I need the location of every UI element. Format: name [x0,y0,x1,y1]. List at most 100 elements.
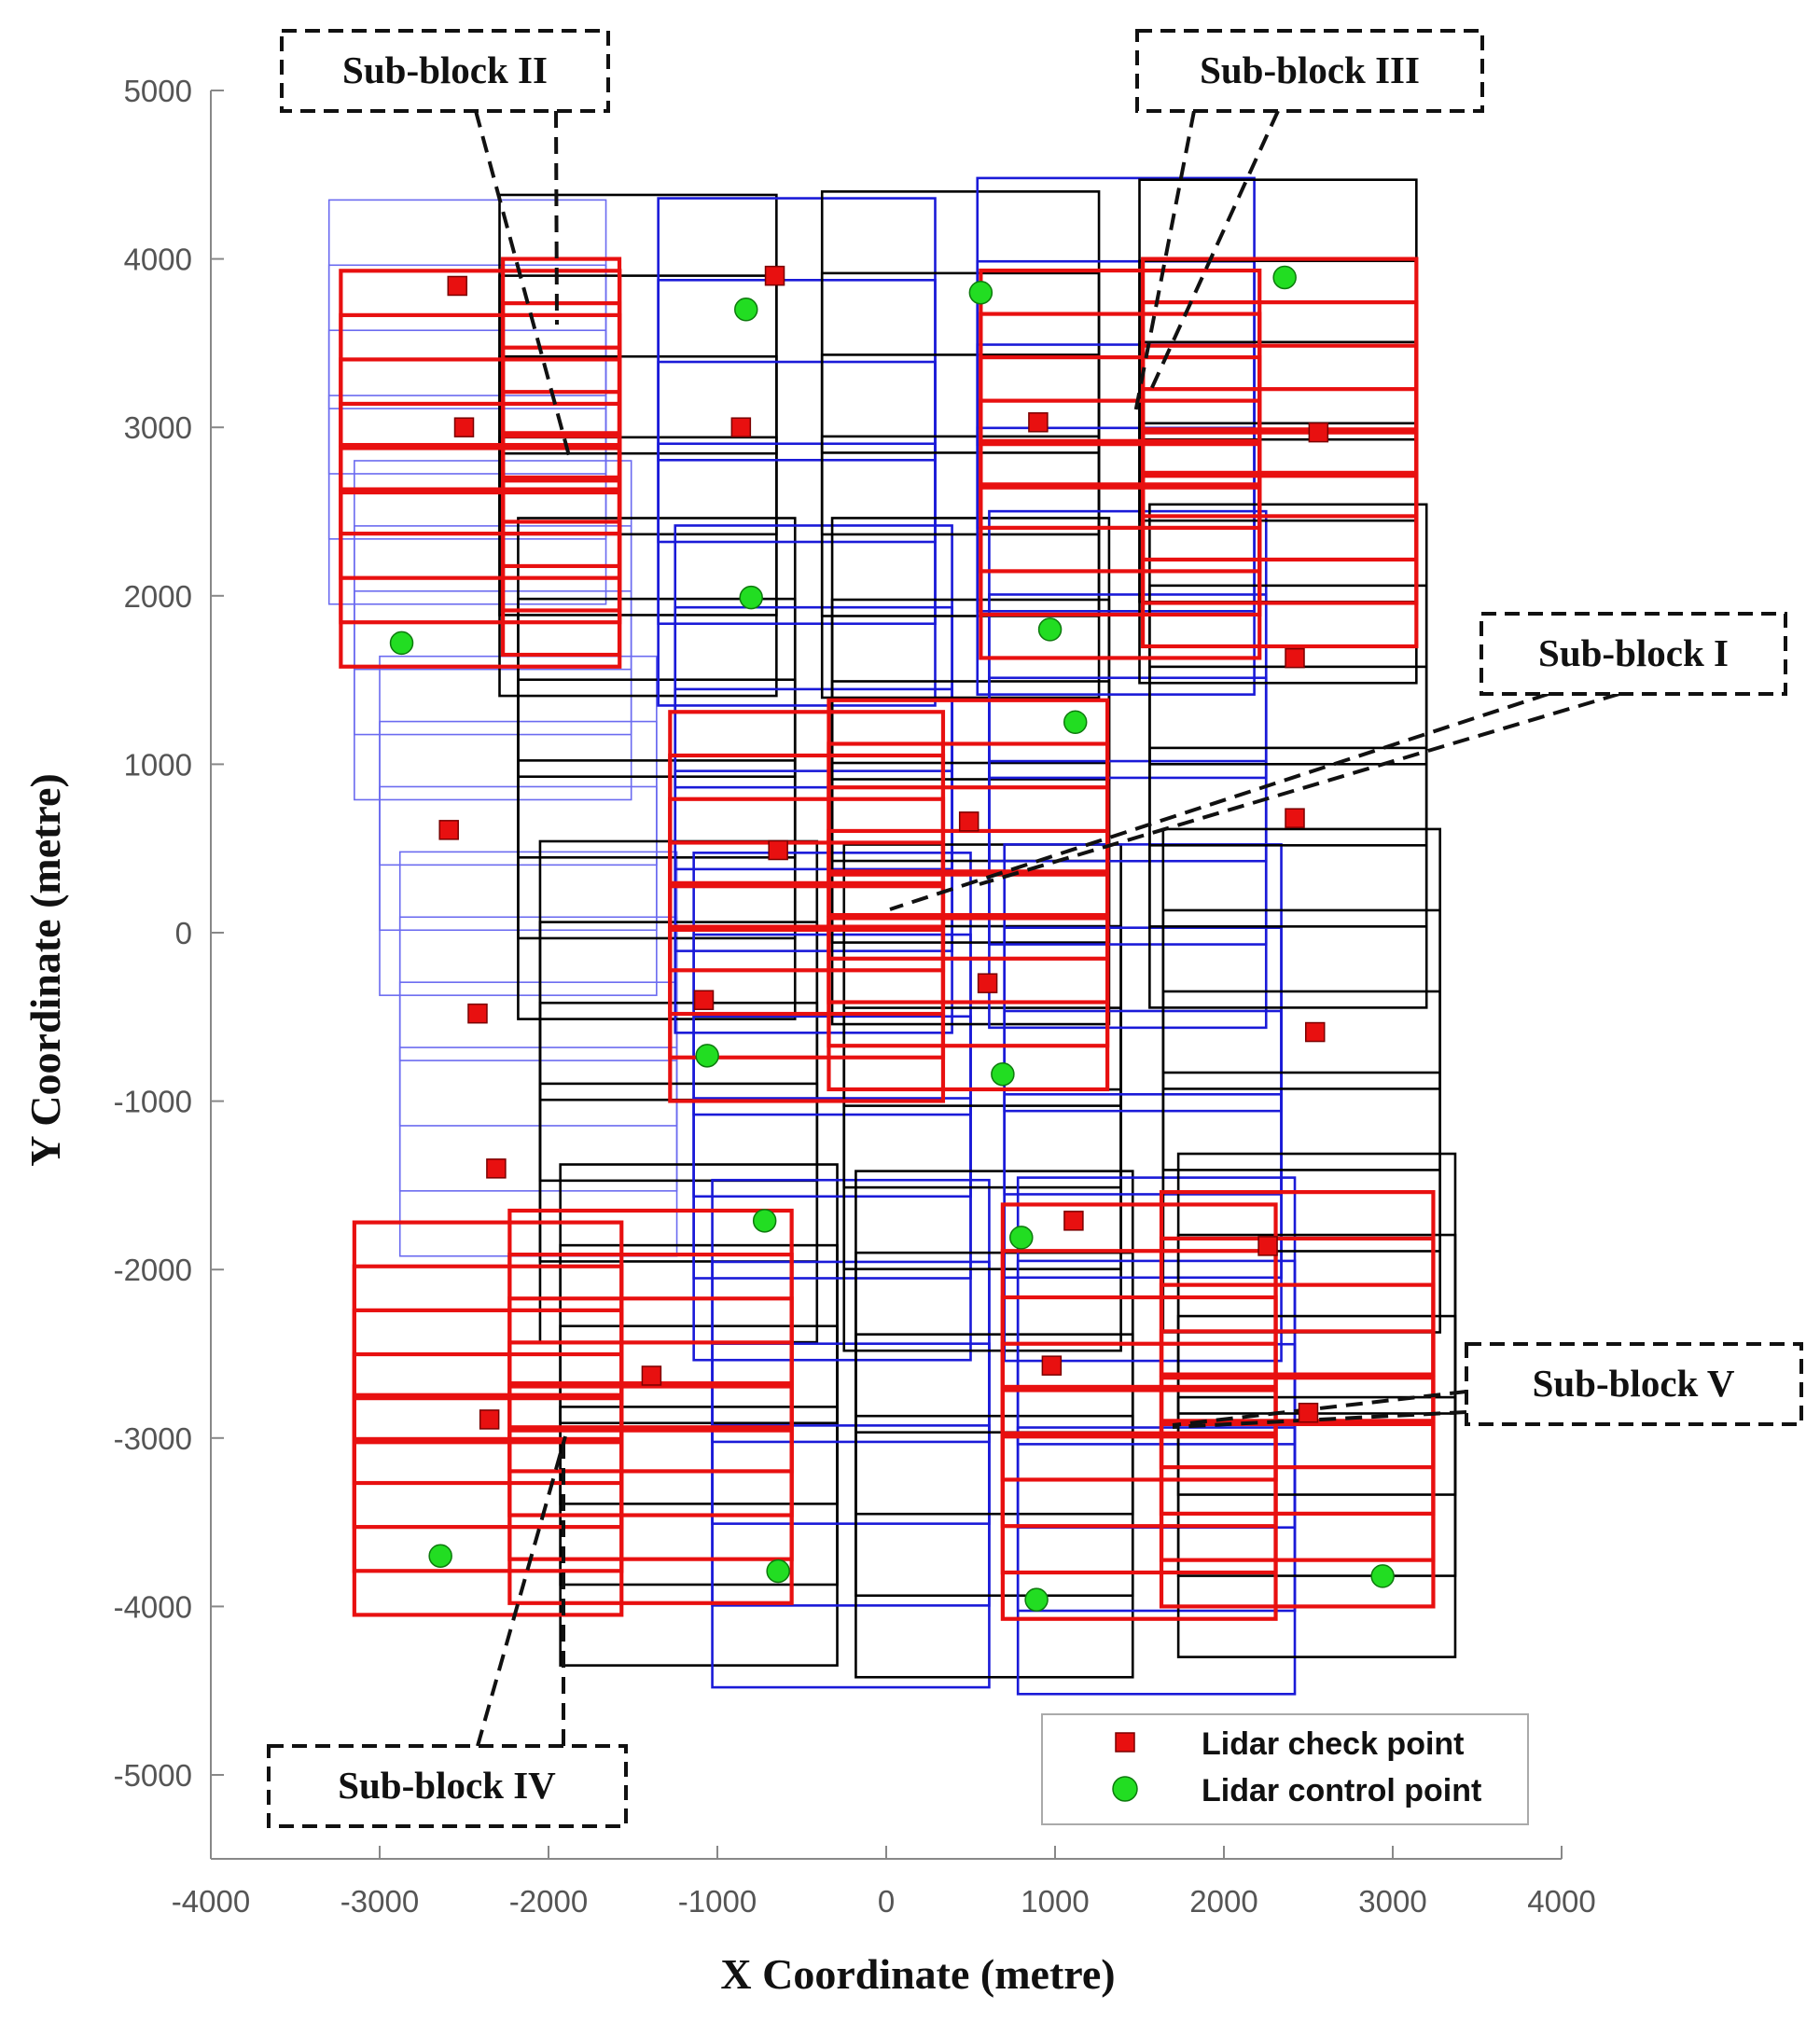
control-point-marker [752,1209,777,1233]
strip-frame [674,769,953,1034]
sub-block-frame [1141,474,1419,649]
strip-frame [327,395,607,605]
lidar-points [389,265,1395,1612]
sub-block-II-leader [474,110,573,464]
legend-control-point-label: Lidar control point [1202,1773,1481,1808]
check-point-marker [768,839,788,861]
control-point-marker [389,630,414,656]
sub-block-III-box [1135,29,1484,113]
control-point-marker [1063,710,1088,734]
sub-block-frame [507,1428,794,1605]
sub-blocks [339,256,1436,1621]
sub-block-IV-label: Sub-block IV [338,1764,556,1807]
lidar-check-point-series [438,265,1329,1430]
sub-block-frame [1000,1434,1278,1621]
check-point-marker [1285,647,1305,669]
check-point-marker [486,1158,507,1179]
sub-block-IV-box [267,1744,628,1828]
check-point-marker [1041,1355,1063,1376]
control-point-marker [428,1544,452,1568]
check-point-marker [764,265,785,286]
x-tick-label: 1000 [1021,1884,1089,1919]
y-tick-label: -5000 [114,1758,192,1793]
sub-block-IV-callout: Sub-block IV [267,1744,628,1828]
control-point-marker [734,298,758,322]
sub-block-V-frames [1000,1190,1436,1621]
control-point-marker [1370,1564,1395,1588]
control-point-marker [968,280,993,305]
x-tick-label: -4000 [172,1884,250,1919]
strip-frame [854,1414,1134,1679]
check-point-marker [641,1365,662,1386]
check-point-marker [438,820,459,840]
strip-frame [988,759,1268,1030]
control-point-marker [739,585,763,610]
y-tick-label: 4000 [124,242,192,277]
axis-ticks: -4000 -3000 -2000 -1000 0 1000 2000 3000 4000 500… [114,74,1596,1919]
sub-block-II-label: Sub-block II [342,48,548,91]
y-tick-label: -2000 [114,1253,192,1287]
strip-frame [559,1406,839,1667]
strip-frame [517,759,797,1020]
sub-block-frame [827,916,1110,1092]
sub-block-I-leader [889,692,1549,911]
check-point-marker [1308,422,1329,443]
legend: Lidar check point Lidar control point [1041,1713,1529,1825]
sub-block-II-box [280,29,610,113]
sub-block-V-box [1465,1342,1803,1426]
sub-block-III-frames [979,256,1419,660]
x-tick-label: 2000 [1189,1884,1257,1919]
sub-block-leader-lines [474,110,1620,1747]
x-tick-label: 0 [878,1884,895,1919]
sub-block-I-leader [979,692,1620,886]
y-tick-label: -1000 [114,1085,192,1119]
check-point-marker [693,990,715,1010]
y-tick-label: 3000 [124,410,192,445]
legend-control-point-marker [1112,1776,1138,1802]
sub-block-V-callout: Sub-block V [1465,1342,1803,1426]
strip-frame [711,1424,991,1689]
sub-block-frame [979,485,1262,660]
check-point-marker [977,973,998,993]
control-point-marker [766,1559,790,1584]
y-tick-label: 1000 [124,747,192,782]
sub-block-frame [501,478,622,658]
y-tick-label: 2000 [124,579,192,614]
control-point-marker [695,1044,719,1068]
y-axis-label: Y Coordinate (metre) [21,773,69,1167]
control-point-marker [1024,1587,1049,1612]
strip-frame [498,436,778,698]
strip-frame [657,442,937,707]
sub-block-V-leader [1172,1410,1467,1429]
sub-block-V-label: Sub-block V [1533,1362,1735,1405]
y-tick-label: 5000 [124,74,192,108]
sub-block-I-frames [668,698,1110,1103]
sub-block-I-box [1480,612,1787,696]
sub-block-frame [352,1440,624,1617]
x-axis-label: X Coordinate (metre) [720,1950,1115,1998]
x-tick-label: -1000 [678,1884,757,1919]
strip-frame [692,1097,972,1362]
sub-block-II-leader [554,110,559,326]
sub-block-I-label: Sub-block I [1538,631,1729,674]
sub-block-V-leader [1172,1390,1467,1427]
legend-check-point-marker [1115,1732,1135,1753]
x-tick-label: 4000 [1527,1884,1595,1919]
check-point-marker [730,417,752,437]
legend-check-point-label: Lidar check point [1202,1726,1465,1762]
y-tick-label: -4000 [114,1589,192,1624]
check-point-marker [1028,412,1049,433]
sub-block-III-label: Sub-block III [1200,48,1420,91]
sub-block-frame [668,927,946,1103]
x-tick-label: -3000 [340,1884,419,1919]
check-point-marker [1298,1402,1319,1423]
sub-block-callouts: Sub-block II Sub-block III Sub-block I S… [267,29,1803,1828]
strip-3 [657,197,991,1689]
check-point-marker [1257,1236,1278,1256]
control-point-marker [1272,265,1297,290]
control-point-marker [1037,617,1063,642]
sub-block-II-callout: Sub-block II [280,29,610,113]
check-point-marker [958,811,979,832]
